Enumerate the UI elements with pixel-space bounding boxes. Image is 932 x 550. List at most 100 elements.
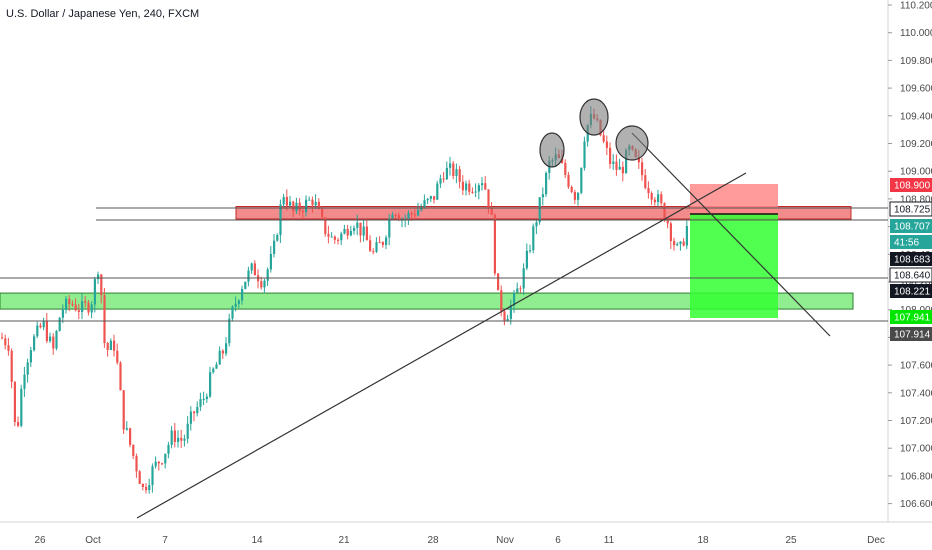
candle-body	[109, 340, 112, 350]
time-tick-label: 28	[427, 535, 439, 546]
candle-body	[97, 274, 100, 280]
candle-body	[68, 298, 71, 305]
candle-body	[135, 456, 138, 472]
candle-body	[567, 174, 570, 187]
candle-body	[525, 250, 528, 269]
candle-body	[23, 374, 26, 389]
candle-body	[474, 191, 477, 193]
candle-body	[145, 486, 148, 491]
time-axis[interactable]: 26 Oct 7 14 21 28 Nov 6 11 18 25 Dec	[34, 535, 884, 546]
candle-body	[26, 362, 29, 375]
candle-body	[673, 241, 676, 246]
candle-body	[497, 273, 500, 291]
candle-body	[477, 185, 480, 192]
candle-body	[609, 147, 612, 164]
candle-body	[426, 198, 429, 201]
candle-body	[100, 274, 103, 296]
candle-body	[666, 220, 669, 224]
price-tick-label: 106.800	[900, 471, 932, 482]
candle-body	[20, 388, 23, 426]
candle-body	[199, 399, 202, 407]
candle-body	[612, 161, 615, 164]
candle-body	[564, 162, 567, 175]
candle-body	[138, 471, 141, 485]
price-badge-bg	[890, 235, 932, 249]
ascending-trendline	[136, 172, 747, 519]
candle-body	[404, 218, 407, 220]
time-tick-label: Nov	[496, 535, 514, 546]
candle-body	[644, 175, 647, 189]
candle-body	[183, 438, 186, 441]
candle-body	[420, 207, 423, 210]
candle-body	[292, 201, 295, 212]
price-badge: 108.221	[890, 284, 932, 298]
candle-body	[167, 444, 170, 454]
price-tick-label: 110.000	[900, 28, 932, 39]
candle-body	[228, 318, 231, 344]
candle-body	[49, 336, 52, 342]
candle-body	[161, 463, 164, 465]
candle-body	[295, 202, 298, 212]
candle-body	[388, 218, 391, 238]
price-axis[interactable]: 110.200 110.000 109.800 109.600 109.400 109.2…	[888, 1, 932, 511]
price-tick-label: 108.800	[900, 194, 932, 205]
candle-body	[506, 318, 509, 322]
candle-body	[653, 199, 656, 203]
candle-body	[343, 228, 346, 234]
candle-body	[647, 188, 650, 194]
candle-body	[541, 194, 544, 198]
candle-body	[407, 213, 410, 219]
candle-body	[362, 226, 365, 236]
candle-body	[333, 236, 336, 240]
time-tick-label: Oct	[85, 535, 101, 546]
candle-body	[65, 298, 68, 310]
price-badge-bg	[890, 310, 932, 324]
candle-body	[330, 236, 333, 238]
support-zone	[0, 292, 854, 310]
candle-body	[285, 196, 288, 206]
candle-body	[378, 242, 381, 244]
candle-body	[503, 311, 506, 322]
candle-body	[682, 241, 685, 246]
candle-body	[321, 208, 324, 218]
price-badge: 108.640	[889, 267, 932, 283]
candle-body	[583, 141, 586, 168]
candle-body	[119, 362, 122, 391]
candle-body	[263, 280, 266, 288]
candle-body	[250, 263, 253, 271]
price-badge-bg	[890, 219, 932, 233]
candle-body	[314, 201, 317, 206]
candle-body	[7, 345, 10, 351]
candle-body	[669, 223, 672, 242]
candle-body	[205, 396, 208, 399]
price-tick-label: 109.000	[900, 167, 932, 178]
price-tick-label: 109.200	[900, 139, 932, 150]
candle-body	[535, 222, 538, 227]
candle-body	[221, 350, 224, 354]
candle-body	[74, 304, 77, 311]
candle-body	[397, 215, 400, 221]
price-tick-label: 109.800	[900, 56, 932, 67]
candle-body	[455, 169, 458, 176]
candle-body	[17, 422, 20, 426]
candle-body	[151, 466, 154, 486]
candle-body	[132, 444, 135, 457]
candle-body	[81, 301, 84, 312]
candle-body	[189, 411, 192, 424]
candle-body	[349, 230, 352, 236]
candle-body	[1, 337, 4, 339]
zones	[0, 184, 854, 318]
candle-body	[282, 196, 285, 205]
candle-body	[433, 196, 436, 200]
candle-body	[170, 430, 173, 445]
candle-body	[516, 288, 519, 293]
price-badge-label: 108.900	[894, 181, 931, 192]
time-tick-label: 11	[604, 535, 615, 546]
price-tick-label: 107.200	[900, 416, 932, 427]
candle-body	[442, 178, 445, 180]
candle-body	[490, 207, 493, 215]
price-tick-label: 110.200	[900, 1, 932, 12]
price-badge: 107.941	[890, 310, 932, 324]
